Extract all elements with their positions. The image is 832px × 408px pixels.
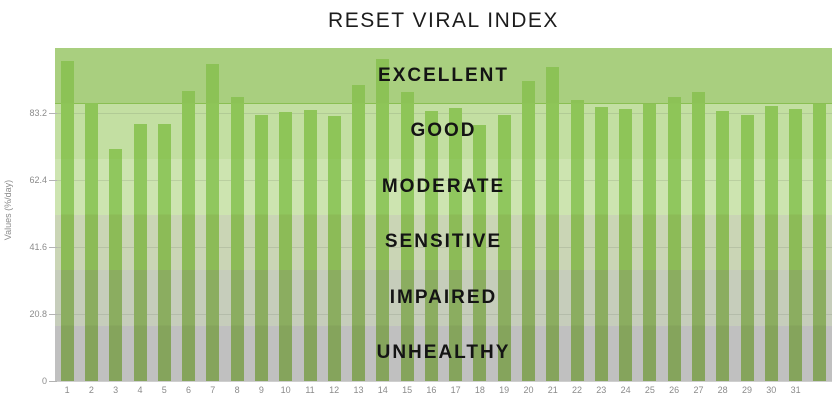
x-tick-label-9: 9 xyxy=(258,385,264,395)
bar-day-14[interactable] xyxy=(376,59,390,381)
bar-day-4[interactable] xyxy=(133,123,147,381)
x-tick-label-1: 1 xyxy=(64,385,70,395)
gridline-62.4 xyxy=(55,180,832,182)
x-tick-label-15: 15 xyxy=(402,385,413,395)
x-tick-label-13: 13 xyxy=(353,385,364,395)
bar-day-11[interactable] xyxy=(303,110,317,381)
x-tick-label-22: 22 xyxy=(571,385,583,395)
bar-day-6[interactable] xyxy=(182,90,195,381)
x-tick-label-10: 10 xyxy=(280,385,291,395)
x-tick-label-30: 30 xyxy=(766,385,777,395)
bar-day-12[interactable] xyxy=(327,115,341,381)
bar-day-9[interactable] xyxy=(254,114,268,381)
gridline-20.8 xyxy=(55,314,832,316)
zone-label-impaired: IMPAIRED xyxy=(389,286,498,308)
x-tick-label-14: 14 xyxy=(377,385,388,395)
x-tick-label-25: 25 xyxy=(644,385,655,395)
bar-day-24[interactable] xyxy=(619,108,633,381)
zone-label-sensitive: SENSITIVE xyxy=(384,231,503,253)
y-tick-label-20.8: 20.8 xyxy=(29,309,47,320)
y-tick-mark-41.6 xyxy=(49,247,57,249)
bar-day-27[interactable] xyxy=(692,92,705,381)
bar-day-7[interactable] xyxy=(206,64,220,381)
x-tick-label-18: 18 xyxy=(474,385,485,395)
x-tick-label-2: 2 xyxy=(88,385,94,395)
x-tick-label-28: 28 xyxy=(717,385,728,395)
y-tick-mark-62.4 xyxy=(49,180,57,182)
bar-day-29[interactable] xyxy=(740,114,754,381)
x-tick-label-5: 5 xyxy=(161,385,167,395)
bar-day-26[interactable] xyxy=(667,97,681,381)
bar-day-13[interactable] xyxy=(352,85,365,381)
x-tick-label-29: 29 xyxy=(741,385,753,395)
x-tick-label-3: 3 xyxy=(113,385,119,395)
x-tick-label-24: 24 xyxy=(620,385,631,395)
zone-label-good: GOOD xyxy=(410,120,477,142)
x-tick-label-31: 31 xyxy=(790,385,801,395)
bar-day-22[interactable] xyxy=(570,99,584,381)
x-tick-label-17: 17 xyxy=(450,385,461,395)
bar-day-15[interactable] xyxy=(400,92,414,381)
y-tick-mark-0 xyxy=(49,381,57,382)
bar-day-18[interactable] xyxy=(473,125,487,381)
bar-day-31[interactable] xyxy=(789,108,803,381)
x-tick-label-19: 19 xyxy=(499,385,510,395)
x-tick-label-11: 11 xyxy=(305,385,315,395)
gridline-41.6 xyxy=(55,247,832,249)
x-tick-label-21: 21 xyxy=(547,385,558,395)
y-tick-label-41.6: 41.6 xyxy=(29,242,47,253)
x-tick-label-4: 4 xyxy=(137,385,143,395)
x-tick-label-7: 7 xyxy=(210,385,216,395)
x-tick-label-6: 6 xyxy=(185,385,192,395)
bar-day-30[interactable] xyxy=(764,106,778,381)
x-tick-label-26: 26 xyxy=(669,385,680,395)
y-axis-title: Values (%/day) xyxy=(3,179,13,241)
zone-label-unhealthy: UNHEALTHY xyxy=(376,342,511,364)
gridline-83.2 xyxy=(55,113,832,115)
chart-title: RESET VIRAL INDEX xyxy=(328,9,559,32)
bar-day-25[interactable] xyxy=(643,103,657,381)
bar-day-17[interactable] xyxy=(449,107,463,381)
x-tick-label-20: 20 xyxy=(523,385,534,395)
y-tick-mark-20.8 xyxy=(49,314,57,316)
x-tick-label-8: 8 xyxy=(234,385,240,395)
x-tick-label-16: 16 xyxy=(426,385,437,395)
bar-day-10[interactable] xyxy=(279,112,293,381)
bar-day-8[interactable] xyxy=(230,97,244,381)
bar-day-20[interactable] xyxy=(522,80,535,381)
bar-day-32[interactable] xyxy=(813,104,827,381)
zone-label-excellent: EXCELLENT xyxy=(378,64,509,86)
plot-area: EXCELLENT GOOD MODERATE SENSITIVE IMPAIRED UN… xyxy=(55,48,832,382)
bar-day-3[interactable] xyxy=(109,149,123,381)
bar-day-2[interactable] xyxy=(84,102,98,381)
x-tick-label-23: 23 xyxy=(596,385,607,395)
y-tick-label-62.4: 62.4 xyxy=(29,175,47,186)
bar-day-1[interactable] xyxy=(60,60,74,381)
bar-day-21[interactable] xyxy=(546,67,560,381)
bar-day-19[interactable] xyxy=(497,115,511,381)
bar-day-5[interactable] xyxy=(157,123,171,381)
bar-day-23[interactable] xyxy=(594,107,608,381)
x-tick-label-27: 27 xyxy=(693,385,704,395)
zone-label-moderate: MODERATE xyxy=(381,175,506,197)
x-tick-label-12: 12 xyxy=(329,385,340,395)
y-tick-label-83.2: 83.2 xyxy=(29,108,47,119)
y-tick-mark-83.2 xyxy=(49,113,57,115)
y-tick-label-0: 0 xyxy=(41,376,47,386)
bar-day-16[interactable] xyxy=(424,110,438,381)
bar-day-28[interactable] xyxy=(716,111,730,381)
